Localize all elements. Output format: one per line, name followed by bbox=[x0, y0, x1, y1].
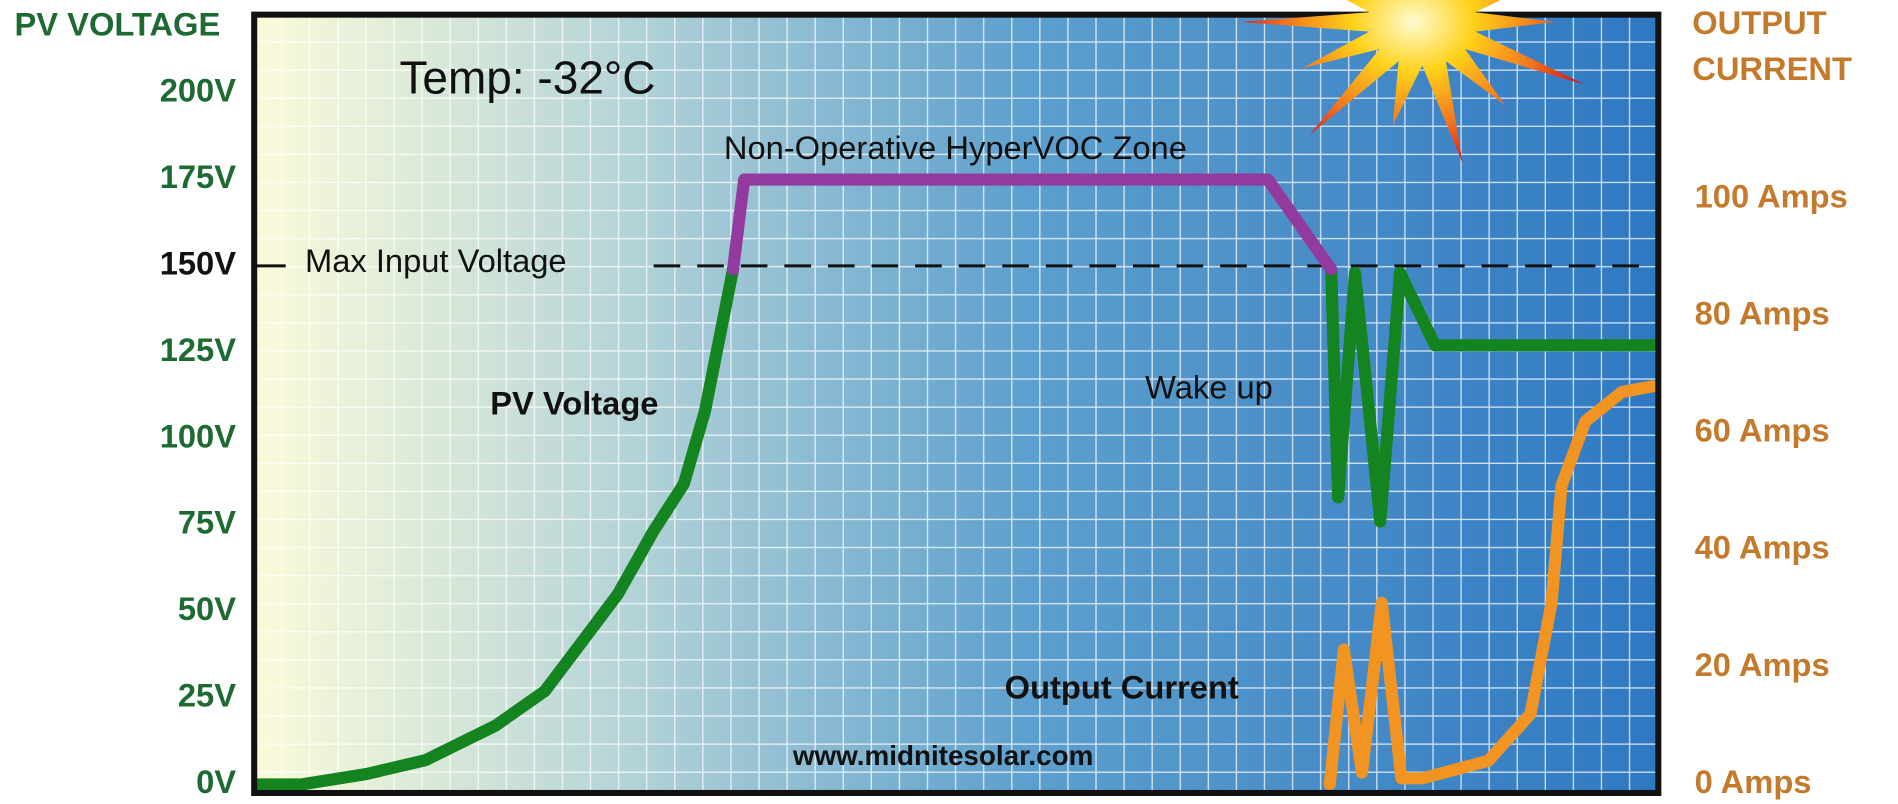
y2-tick-label: 20 Amps bbox=[1695, 646, 1830, 683]
y2-tick-label: 0 Amps bbox=[1695, 763, 1812, 800]
y-tick-label: 50V bbox=[178, 590, 236, 627]
y2-tick-label: 60 Amps bbox=[1695, 412, 1830, 449]
y-tick-label: 200V bbox=[160, 72, 237, 109]
y2-tick-label: 100 Amps bbox=[1695, 178, 1848, 215]
y2-axis-title: OUTPUT CURRENT bbox=[1692, 4, 1853, 88]
y-tick-label: 150V bbox=[160, 245, 237, 282]
decor-grid bbox=[254, 14, 1659, 793]
y-axis-title: PV VOLTAGE bbox=[15, 5, 221, 42]
y-tick-label: 75V bbox=[178, 504, 236, 541]
series-line bbox=[252, 263, 1659, 791]
series-line bbox=[727, 173, 1338, 276]
y2-tick-label: 40 Amps bbox=[1695, 529, 1830, 566]
y-tick-label: 125V bbox=[160, 331, 237, 368]
plot-marks bbox=[252, 173, 1659, 791]
series-label: PV Voltage bbox=[490, 384, 658, 421]
y-tick-label: 25V bbox=[178, 677, 236, 714]
y2-axis-title-box: OUTPUT CURRENT bbox=[1692, 4, 1853, 88]
annotation: Temp: -32°C bbox=[399, 51, 655, 103]
y-tick-label: 0V bbox=[196, 763, 236, 800]
y2-tick-label: 80 Amps bbox=[1695, 295, 1830, 332]
annotation: Wake up bbox=[1145, 369, 1273, 406]
plot-frame bbox=[251, 11, 1662, 797]
series-line bbox=[1323, 380, 1659, 791]
y-tick-label: 175V bbox=[160, 158, 237, 195]
reference-label: Max Input Voltage bbox=[305, 242, 567, 279]
sun-icon bbox=[1240, 0, 1586, 164]
series-label: Non-Operative HyperVOC Zone bbox=[724, 129, 1187, 166]
y-tick-label: 100V bbox=[160, 417, 237, 454]
series-label: Output Current bbox=[1005, 669, 1239, 706]
annotation: www.midnitesolar.com bbox=[792, 740, 1094, 771]
